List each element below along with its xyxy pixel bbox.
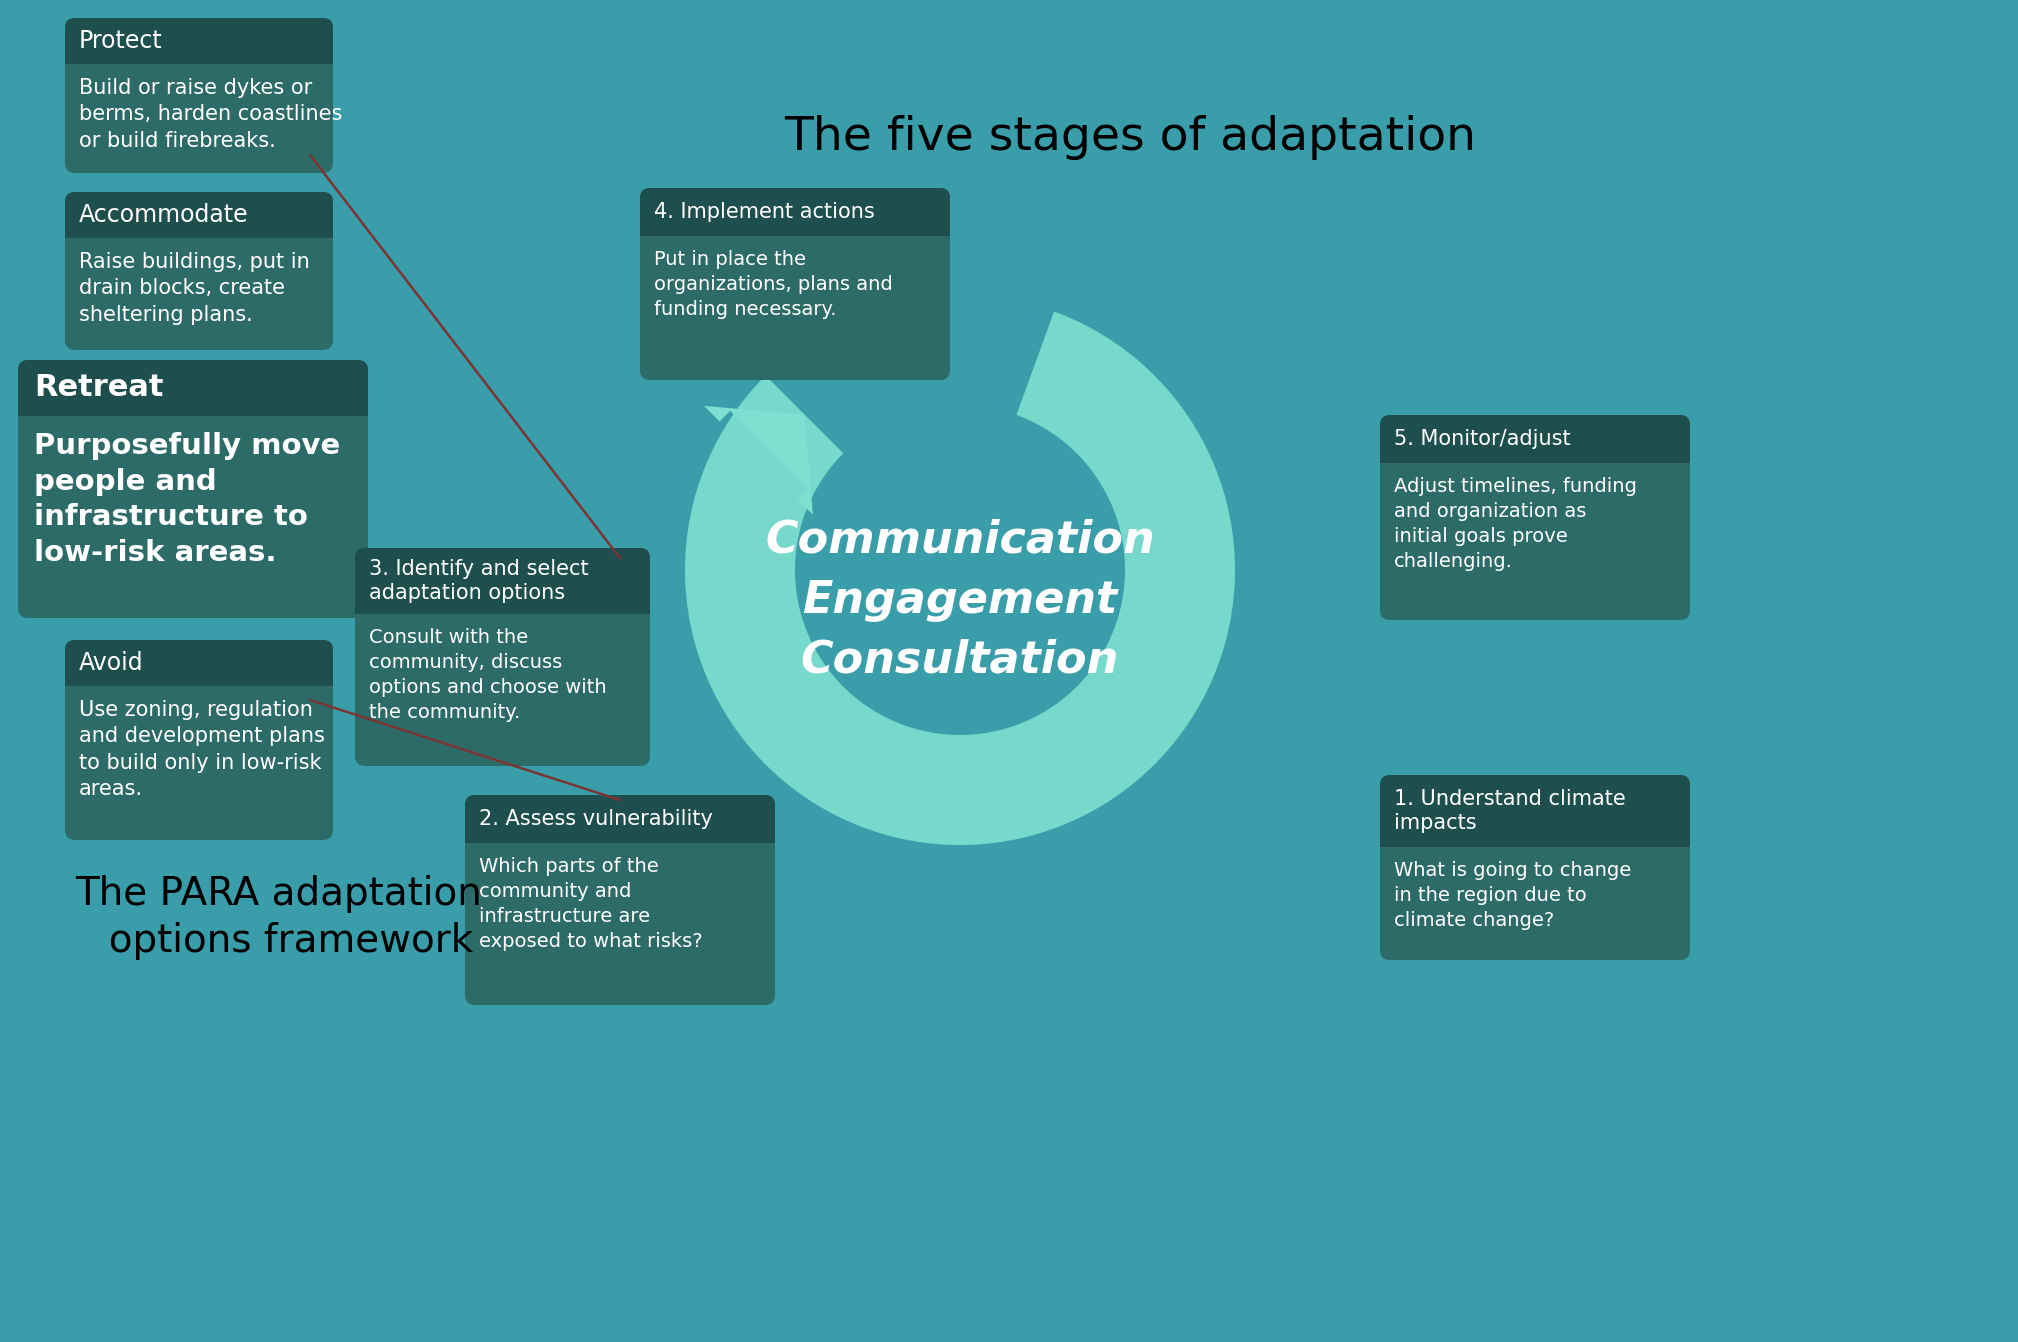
Text: Build or raise dykes or
berms, harden coastlines
or build firebreaks.: Build or raise dykes or berms, harden co…: [79, 78, 343, 150]
FancyBboxPatch shape: [1380, 415, 1689, 463]
Bar: [355, 604, 650, 615]
FancyBboxPatch shape: [65, 17, 333, 64]
Text: The five stages of adaptation: The five stages of adaptation: [785, 115, 1475, 160]
Text: Communication
Engagement
Consultation: Communication Engagement Consultation: [765, 518, 1154, 682]
FancyArrow shape: [704, 405, 813, 515]
Text: 2. Assess vulnerability: 2. Assess vulnerability: [478, 809, 712, 829]
Text: Use zoning, regulation
and development plans
to build only in low-risk
areas.: Use zoning, regulation and development p…: [79, 701, 325, 800]
FancyBboxPatch shape: [65, 17, 333, 173]
Polygon shape: [684, 311, 1235, 845]
FancyBboxPatch shape: [18, 360, 367, 619]
Bar: [464, 833, 775, 843]
FancyBboxPatch shape: [65, 640, 333, 840]
Text: Consult with the
community, discuss
options and choose with
the community.: Consult with the community, discuss opti…: [369, 628, 607, 722]
FancyBboxPatch shape: [1380, 774, 1689, 847]
Text: The PARA adaptation
  options framework: The PARA adaptation options framework: [75, 875, 482, 960]
Bar: [18, 407, 367, 416]
Text: What is going to change
in the region due to
climate change?: What is going to change in the region du…: [1394, 862, 1631, 930]
Text: Which parts of the
community and
infrastructure are
exposed to what risks?: Which parts of the community and infrast…: [478, 858, 702, 951]
FancyBboxPatch shape: [355, 548, 650, 615]
FancyBboxPatch shape: [1380, 774, 1689, 960]
Text: 4. Implement actions: 4. Implement actions: [654, 203, 874, 221]
Text: Protect: Protect: [79, 30, 163, 52]
FancyBboxPatch shape: [355, 548, 650, 766]
FancyBboxPatch shape: [640, 188, 950, 380]
FancyBboxPatch shape: [65, 192, 333, 238]
Bar: [1380, 454, 1689, 463]
Text: 3. Identify and select
adaptation options: 3. Identify and select adaptation option…: [369, 558, 589, 604]
FancyBboxPatch shape: [464, 794, 775, 843]
FancyBboxPatch shape: [640, 188, 950, 236]
Bar: [640, 225, 950, 236]
FancyBboxPatch shape: [1380, 415, 1689, 620]
Text: Purposefully move
people and
infrastructure to
low-risk areas.: Purposefully move people and infrastruct…: [34, 432, 341, 568]
Bar: [65, 54, 333, 64]
FancyBboxPatch shape: [18, 360, 367, 416]
Text: Put in place the
organizations, plans and
funding necessary.: Put in place the organizations, plans an…: [654, 250, 892, 319]
FancyBboxPatch shape: [464, 794, 775, 1005]
Text: Avoid: Avoid: [79, 651, 143, 675]
Text: Adjust timelines, funding
and organization as
initial goals prove
challenging.: Adjust timelines, funding and organizati…: [1394, 476, 1637, 570]
Text: 5. Monitor/adjust: 5. Monitor/adjust: [1394, 429, 1570, 450]
Bar: [1380, 837, 1689, 847]
FancyBboxPatch shape: [65, 192, 333, 350]
Text: Retreat: Retreat: [34, 373, 163, 403]
Text: Raise buildings, put in
drain blocks, create
sheltering plans.: Raise buildings, put in drain blocks, cr…: [79, 252, 309, 325]
Bar: [65, 228, 333, 238]
FancyBboxPatch shape: [65, 640, 333, 686]
Text: 1. Understand climate
impacts: 1. Understand climate impacts: [1394, 789, 1627, 833]
Bar: [65, 676, 333, 686]
Text: Accommodate: Accommodate: [79, 203, 248, 227]
